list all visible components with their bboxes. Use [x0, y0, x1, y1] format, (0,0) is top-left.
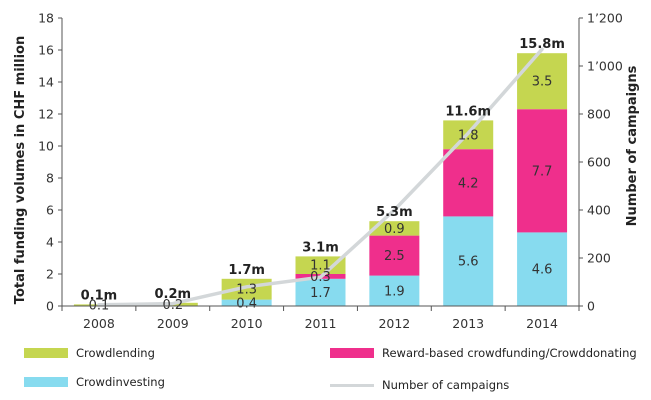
bar-segment-crowdinvesting-2011 — [295, 278, 346, 306]
y2-axis-title: Number of campaigns — [625, 65, 640, 226]
axes-layer: 0 2 4 6 8 10 12 14 16 18 0 200 400 600 800 1’000 1’200 20… — [38, 11, 623, 332]
total-label-2011: 3.1m — [302, 240, 339, 255]
bar-segment-reward-based-crowdfunding-crowddonating-2013 — [443, 149, 494, 217]
y2-tick-label: 400 — [587, 203, 611, 218]
y-tick-label: 8 — [46, 171, 54, 186]
legend-swatch-crowdlending — [24, 348, 68, 358]
legend-item-reward-based: Reward-based crowdfunding/Crowddonating — [330, 346, 637, 360]
x-tick-label-2010: 2010 — [231, 316, 263, 331]
x-tick-label-2013: 2013 — [452, 316, 484, 331]
y-tick-label: 4 — [46, 235, 54, 250]
total-label-2008: 0.1m — [81, 288, 118, 303]
legend-item-crowdinvesting: Crowdinvesting — [24, 375, 165, 389]
legend-item-crowdlending: Crowdlending — [24, 346, 155, 360]
legend-item-campaigns: Number of campaigns — [330, 378, 509, 392]
legend-label-crowdlending: Crowdlending — [76, 346, 155, 360]
y2-tick-label: 200 — [587, 251, 611, 266]
total-label-2010: 1.7m — [228, 263, 265, 278]
segment-label: 7.7 — [532, 164, 553, 179]
segment-label: 0.4 — [236, 296, 257, 311]
bar-segment-reward-based-crowdfunding-crowddonating-2012 — [369, 235, 420, 276]
y-tick-label: 12 — [38, 107, 54, 122]
y-tick-label: 2 — [46, 267, 54, 282]
x-tick-label-2011: 2011 — [305, 316, 337, 331]
total-label-2012: 5.3m — [376, 205, 413, 220]
segment-label: 3.5 — [532, 75, 553, 90]
segment-label: 2.5 — [384, 249, 405, 264]
legend: Crowdlending Reward-based crowdfunding/C… — [0, 338, 651, 400]
bar-segment-crowdinvesting-2012 — [369, 275, 420, 306]
segment-label: 5.6 — [458, 255, 479, 270]
segment-label: 1.7 — [310, 286, 331, 301]
segment-label: 1.9 — [384, 284, 405, 299]
y-tick-label: 18 — [38, 11, 54, 26]
y2-tick-label: 1’200 — [587, 11, 623, 26]
legend-label-campaigns: Number of campaigns — [382, 378, 510, 392]
y2-tick-label: 0 — [587, 299, 595, 314]
x-tick-label-2009: 2009 — [157, 316, 189, 331]
total-label-2014: 15.8m — [519, 37, 565, 52]
segment-label: 1.8 — [458, 128, 479, 143]
y2-tick-label: 1’000 — [587, 59, 623, 74]
segment-label: 1.3 — [236, 283, 257, 298]
bar-segment-crowdlending-2012 — [369, 221, 420, 236]
segment-label: 4.2 — [458, 176, 479, 191]
labels-layer: 0.10.1m0.20.2m0.41.31.7m1.70.31.13.1m1.9… — [81, 37, 565, 314]
bar-segment-crowdlending-2014 — [517, 53, 568, 110]
y2-tick-label: 800 — [587, 107, 611, 122]
total-label-2013: 11.6m — [445, 104, 491, 119]
funding-chart: 0.10.1m0.20.2m0.41.31.7m1.70.31.13.1m1.9… — [13, 11, 640, 332]
y-tick-label: 10 — [38, 139, 54, 154]
segment-label: 0.3 — [310, 270, 331, 285]
bar-segment-reward-based-crowdfunding-crowddonating-2014 — [517, 109, 568, 233]
campaigns-line-layer — [97, 47, 544, 307]
legend-swatch-campaigns — [330, 383, 374, 387]
legend-label-crowdinvesting: Crowdinvesting — [76, 375, 165, 389]
x-tick-label-2014: 2014 — [526, 316, 558, 331]
segment-label: 1.1 — [310, 259, 331, 274]
bar-segment-crowdinvesting-2014 — [517, 232, 568, 306]
legend-swatch-reward-based — [330, 348, 374, 358]
legend-swatch-crowdinvesting — [24, 377, 68, 387]
segment-label: 0.2 — [162, 298, 183, 313]
y-tick-label: 0 — [46, 299, 54, 314]
campaigns-line — [97, 47, 544, 307]
y-tick-label: 14 — [38, 75, 54, 90]
bar-segment-crowdinvesting-2013 — [443, 216, 494, 306]
segment-label: 0.9 — [384, 222, 405, 237]
segment-label: 4.6 — [532, 263, 553, 278]
y-tick-label: 16 — [38, 43, 54, 58]
bar-segment-crowdinvesting-2010 — [221, 299, 272, 306]
bar-segment-crowdlending-2011 — [295, 256, 346, 274]
total-label-2009: 0.2m — [154, 287, 191, 302]
y-tick-label: 6 — [46, 203, 54, 218]
x-tick-label-2008: 2008 — [83, 316, 115, 331]
y2-tick-label: 600 — [587, 155, 611, 170]
y-axis-title: Total funding volumes in CHF million — [13, 36, 28, 304]
x-tick-label-2012: 2012 — [378, 316, 410, 331]
legend-label-reward-based: Reward-based crowdfunding/Crowddonating — [382, 346, 637, 360]
